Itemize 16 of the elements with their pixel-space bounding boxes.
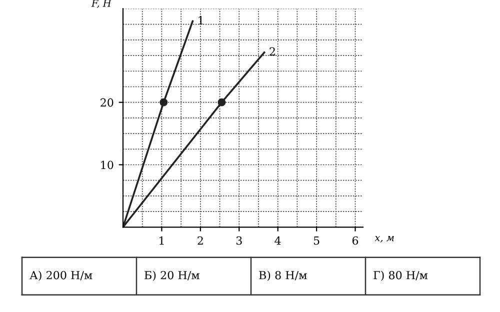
x-tick-label: 2 xyxy=(198,236,203,245)
x-axis-title: x, м xyxy=(374,236,394,242)
x-tick-label: 6 xyxy=(352,236,358,245)
y-axis-title: F, Н xyxy=(91,0,112,8)
x-tick-label: 3 xyxy=(236,236,242,245)
y-tick-label: 20 xyxy=(100,98,114,107)
text: А) 200 Н/м xyxy=(30,270,92,281)
text: Г) 80 Н/м xyxy=(374,270,428,281)
x-tick-label: 4 xyxy=(274,236,281,245)
series-label: 1 xyxy=(198,16,203,24)
series-label: 2 xyxy=(270,47,275,56)
text: Б) 20 Н/м xyxy=(144,270,200,281)
text: В) 8 Н/м xyxy=(259,270,307,281)
x-tick-label: 5 xyxy=(314,236,320,245)
y-tick-label: 10 xyxy=(101,160,114,170)
x-tick-label: 1 xyxy=(160,236,164,245)
